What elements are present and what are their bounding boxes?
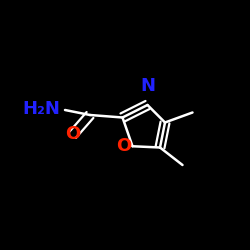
Text: O: O: [116, 137, 132, 155]
Text: O: O: [65, 125, 80, 143]
Text: H₂N: H₂N: [22, 100, 60, 118]
Text: N: N: [140, 77, 155, 95]
